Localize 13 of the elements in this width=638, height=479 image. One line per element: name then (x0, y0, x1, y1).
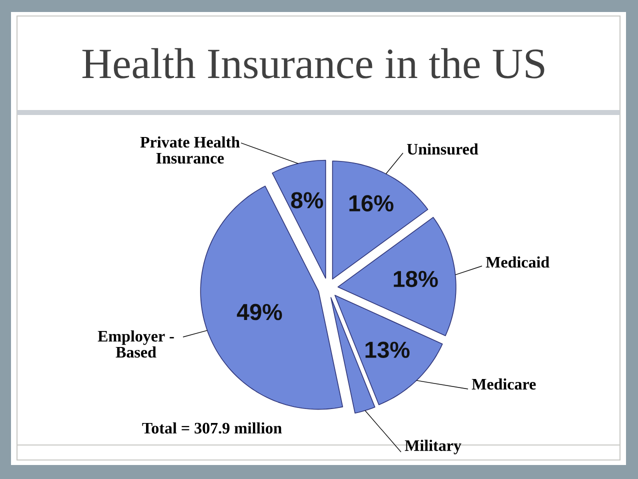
chart-title: Health Insurance in the US (82, 48, 544, 78)
data-label: 49% (236, 304, 282, 320)
data-label: 18% (394, 270, 438, 288)
text: Total = 307.9 million (142, 422, 282, 434)
slice-label: Medicaid (486, 256, 550, 268)
slice-label: Employer - Based (98, 330, 174, 358)
slice-label: Medicare (472, 378, 536, 390)
data-label: 13% (366, 342, 410, 358)
slice-label: Uninsured (407, 143, 478, 155)
data-label: 16% (349, 195, 394, 212)
data-label: 8% (291, 192, 324, 208)
slice-label: Military (404, 440, 462, 454)
slice-label: Private Health Insurance (140, 136, 240, 164)
